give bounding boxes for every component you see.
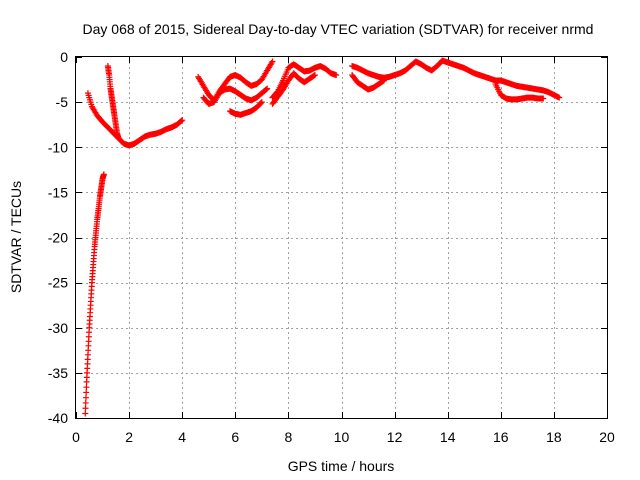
y-axis-label: SDTVAR / TECUs [8,181,24,293]
grid-lines [76,57,607,418]
data-point [311,72,318,79]
x-tick-label: 10 [334,429,350,445]
x-tick-label: 14 [440,429,456,445]
data-point [556,94,563,101]
data-point [258,99,265,106]
data-point [540,95,547,102]
y-tick-label: -40 [48,410,68,426]
y-tick-label: -35 [48,365,68,381]
y-tick-label: -10 [48,139,68,155]
data-point [380,78,387,85]
data-point [178,117,185,124]
data-point [82,410,89,417]
data-point [311,72,318,79]
x-tick-label: 16 [493,429,509,445]
data-point [82,394,89,401]
data-point [82,399,89,406]
data-point [263,86,270,93]
y-tick-label: -25 [48,275,68,291]
x-tick-label: 6 [231,429,239,445]
data-point [380,77,387,84]
data-point [264,85,271,92]
x-tick-label: 12 [387,429,403,445]
data-point [179,117,186,124]
x-tick-label: 0 [72,429,80,445]
y-tick-label: -20 [48,230,68,246]
data-point [269,58,276,65]
x-tick-label: 18 [546,429,562,445]
data-point [83,384,90,391]
data-point [83,389,90,396]
data-point [333,72,340,79]
y-tick-label: -15 [48,184,68,200]
axis-ticks: 0 2 4 6 8 10 12 14 16 18 20 0 -5 -10 -15 -20 -25 -30 -35 -4… [48,49,615,445]
data-point [82,405,89,412]
data-points [82,57,563,417]
x-tick-label: 20 [599,429,615,445]
chart-title: Day 068 of 2015, Sidereal Day-to-day VTE… [83,21,594,37]
x-tick-label: 4 [178,429,186,445]
y-tick-label: -5 [56,94,69,110]
data-point [257,100,264,107]
plot-frame [75,56,608,419]
data-point [100,171,107,178]
y-tick-label: 0 [60,49,68,65]
x-tick-label: 8 [285,429,293,445]
data-point [115,135,122,142]
x-axis-label: GPS time / hours [288,458,395,474]
x-tick-label: 2 [125,429,133,445]
y-tick-label: -30 [48,320,68,336]
